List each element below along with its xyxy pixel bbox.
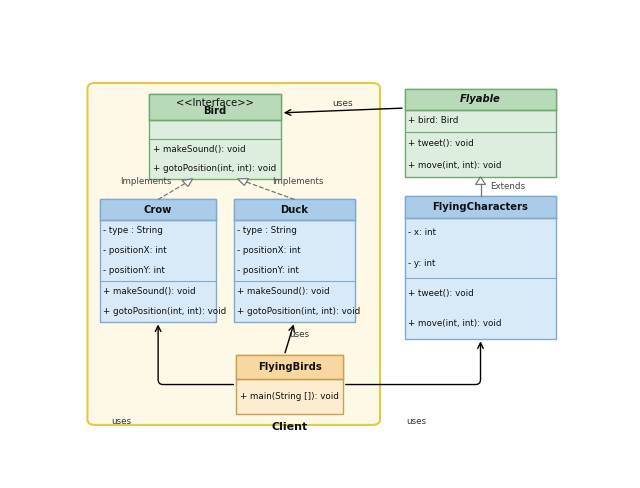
- Text: + makeSound(): void: + makeSound(): void: [103, 286, 196, 296]
- Text: FlyingBirds: FlyingBirds: [258, 362, 321, 372]
- Bar: [236, 355, 343, 414]
- Text: + gotoPosition(int, int): void: + gotoPosition(int, int): void: [153, 164, 276, 173]
- Text: Client: Client: [271, 422, 308, 432]
- Bar: [405, 89, 556, 177]
- Bar: [150, 94, 281, 120]
- Bar: [100, 200, 216, 322]
- Text: Implements: Implements: [273, 177, 324, 186]
- Text: - type : String: - type : String: [237, 226, 297, 235]
- Bar: [405, 89, 556, 110]
- Text: + move(int, int): void: + move(int, int): void: [408, 319, 502, 328]
- Text: Flyable: Flyable: [460, 94, 501, 104]
- Text: + main(String []): void: + main(String []): void: [240, 392, 339, 401]
- Text: Implements: Implements: [120, 177, 172, 186]
- Text: uses: uses: [406, 417, 427, 427]
- FancyBboxPatch shape: [88, 83, 380, 425]
- Text: - type : String: - type : String: [103, 226, 163, 235]
- Text: + gotoPosition(int, int): void: + gotoPosition(int, int): void: [237, 307, 360, 316]
- Polygon shape: [237, 179, 248, 185]
- Text: uses: uses: [333, 100, 353, 108]
- Text: + gotoPosition(int, int): void: + gotoPosition(int, int): void: [103, 307, 227, 316]
- Text: uses: uses: [111, 417, 132, 427]
- Bar: [100, 200, 216, 220]
- Text: + move(int, int): void: + move(int, int): void: [408, 161, 502, 170]
- Text: uses: uses: [289, 330, 309, 339]
- Text: - y: int: - y: int: [408, 259, 436, 267]
- Polygon shape: [476, 177, 486, 184]
- Text: + tweet(): void: + tweet(): void: [408, 139, 474, 148]
- Text: Crow: Crow: [144, 205, 172, 215]
- Text: - positionY: int: - positionY: int: [103, 266, 165, 275]
- Text: FlyingCharacters: FlyingCharacters: [433, 202, 529, 212]
- Bar: [405, 196, 556, 339]
- Text: + tweet(): void: + tweet(): void: [408, 289, 474, 298]
- Text: - positionX: int: - positionX: int: [103, 246, 167, 255]
- Text: - positionY: int: - positionY: int: [237, 266, 299, 275]
- Text: + bird: Bird: + bird: Bird: [408, 117, 459, 125]
- Bar: [236, 355, 343, 379]
- Text: Duck: Duck: [280, 205, 308, 215]
- Polygon shape: [182, 179, 193, 186]
- Bar: [150, 94, 281, 179]
- Text: Extends: Extends: [490, 182, 525, 191]
- Text: - positionX: int: - positionX: int: [237, 246, 301, 255]
- Text: + makeSound(): void: + makeSound(): void: [237, 286, 330, 296]
- Text: + makeSound(): void: + makeSound(): void: [153, 145, 246, 154]
- Bar: [234, 200, 355, 220]
- Text: Bird: Bird: [204, 106, 227, 116]
- Text: <<Interface>>: <<Interface>>: [176, 98, 254, 108]
- Text: - x: int: - x: int: [408, 228, 436, 238]
- Bar: [234, 200, 355, 322]
- Bar: [405, 196, 556, 218]
